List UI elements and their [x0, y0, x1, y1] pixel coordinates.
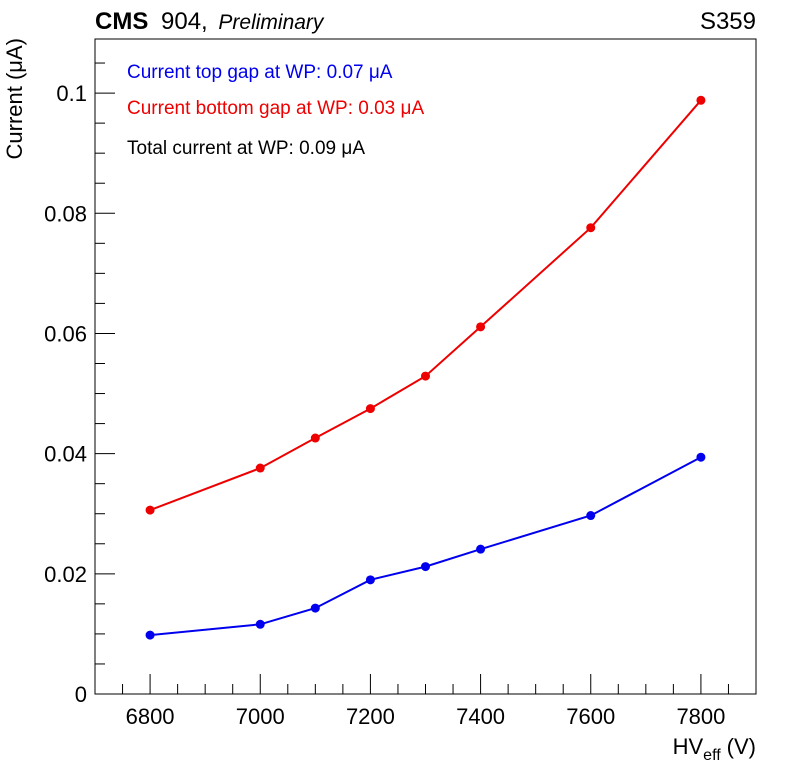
annotation-line: Current bottom gap at WP: 0.03 μA — [127, 98, 424, 119]
x-axis-title: HVeff (V) — [673, 734, 756, 764]
data-point — [421, 371, 430, 381]
data-point — [255, 463, 265, 473]
x-tick-label: 6800 — [126, 704, 175, 729]
series-0 — [145, 452, 706, 640]
x-axis-title-subscript: eff — [703, 747, 721, 764]
x-tick-label: 7600 — [566, 704, 615, 729]
y-tick-label: 0.06 — [44, 321, 87, 346]
series-line — [150, 456, 702, 637]
data-point — [310, 433, 320, 443]
axis-tick-labels: 6800 7000 7200 7400 7600 7800 0 0.02 0.04 0.06 0.0… — [44, 81, 725, 729]
series-line — [149, 99, 702, 512]
y-tick-label: 0.1 — [56, 81, 87, 106]
chamber-id-label: S359 — [700, 8, 756, 35]
data-point — [476, 322, 486, 332]
series-1 — [145, 95, 706, 515]
data-point — [145, 505, 155, 515]
x-tick-label: 7000 — [236, 704, 285, 729]
data-point — [145, 630, 155, 640]
data-point — [476, 544, 486, 554]
x-tick-label: 7400 — [456, 704, 505, 729]
data-point — [365, 575, 375, 585]
series-layer — [145, 95, 706, 640]
axis-ticks — [95, 62, 729, 695]
y-tick-label: 0.08 — [44, 201, 87, 226]
data-point — [255, 619, 265, 629]
x-tick-label: 7200 — [346, 704, 395, 729]
data-point — [586, 511, 596, 521]
chart-header: CMS 904, Preliminary — [95, 8, 325, 35]
annotation-line: Total current at WP: 0.09 μA — [127, 138, 365, 159]
data-point — [696, 95, 706, 105]
y-axis-title: Current (μA) — [2, 38, 27, 159]
data-point — [696, 452, 706, 462]
y-tick-label: 0.02 — [44, 562, 87, 587]
experiment-label: CMS — [95, 8, 148, 35]
y-tick-label: 0.04 — [44, 442, 87, 467]
x-axis-title-main: HV — [673, 734, 704, 759]
x-axis-title-unit: (V) — [727, 734, 756, 759]
x-tick-label: 7800 — [676, 704, 725, 729]
site-label: 904, — [161, 8, 208, 35]
data-point — [586, 223, 596, 233]
annotation-line: Current top gap at WP: 0.07 μA — [127, 62, 393, 83]
data-point — [421, 562, 430, 572]
status-label: Preliminary — [218, 11, 325, 34]
data-point — [365, 404, 375, 414]
annotation-block: Current top gap at WP: 0.07 μA Current bo… — [127, 62, 424, 159]
y-tick-label: 0 — [75, 682, 87, 707]
data-point — [310, 603, 320, 613]
